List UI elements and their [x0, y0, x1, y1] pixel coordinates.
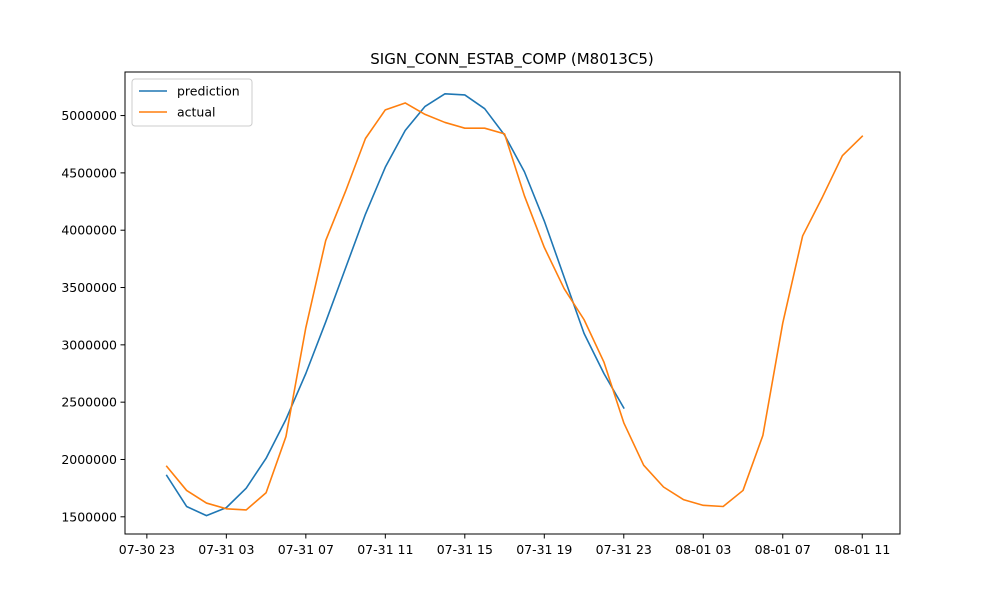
x-tick-label: 07-31 23 [596, 542, 652, 557]
series-line-prediction [165, 92, 625, 517]
x-tick-label: 07-30 23 [119, 542, 175, 557]
y-tick-label: 5000000 [61, 108, 117, 123]
chart-title: SIGN_CONN_ESTAB_COMP (M8013C5) [370, 50, 653, 69]
x-tick-label: 08-01 07 [755, 542, 811, 557]
plot-area: 07-30 23 07-31 03 07-31 07 07-31 11 07-31 15… [61, 71, 901, 557]
y-tick-label: 4500000 [61, 165, 117, 180]
x-tick-label: 07-31 03 [198, 542, 254, 557]
x-tick-label: 07-31 07 [278, 542, 334, 557]
x-tick-label: 07-31 19 [516, 542, 572, 557]
y-tick-label: 2000000 [61, 452, 117, 467]
legend: prediction actual [131, 78, 253, 127]
legend-label-actual: actual [177, 105, 216, 120]
y-tick-label: 3500000 [61, 280, 117, 295]
y-tick-label: 1500000 [61, 509, 117, 524]
axes-frame [124, 71, 901, 535]
x-tick-label: 08-01 03 [675, 542, 731, 557]
legend-label-prediction: prediction [177, 84, 240, 99]
y-tick-label: 4000000 [61, 223, 117, 238]
y-tick-label: 2500000 [61, 395, 117, 410]
y-tick-label: 3000000 [61, 337, 117, 352]
x-tick-label: 07-31 15 [437, 542, 493, 557]
x-tick-label: 07-31 11 [357, 542, 413, 557]
x-tick-label: 08-01 11 [834, 542, 890, 557]
series-line-actual [165, 102, 864, 511]
